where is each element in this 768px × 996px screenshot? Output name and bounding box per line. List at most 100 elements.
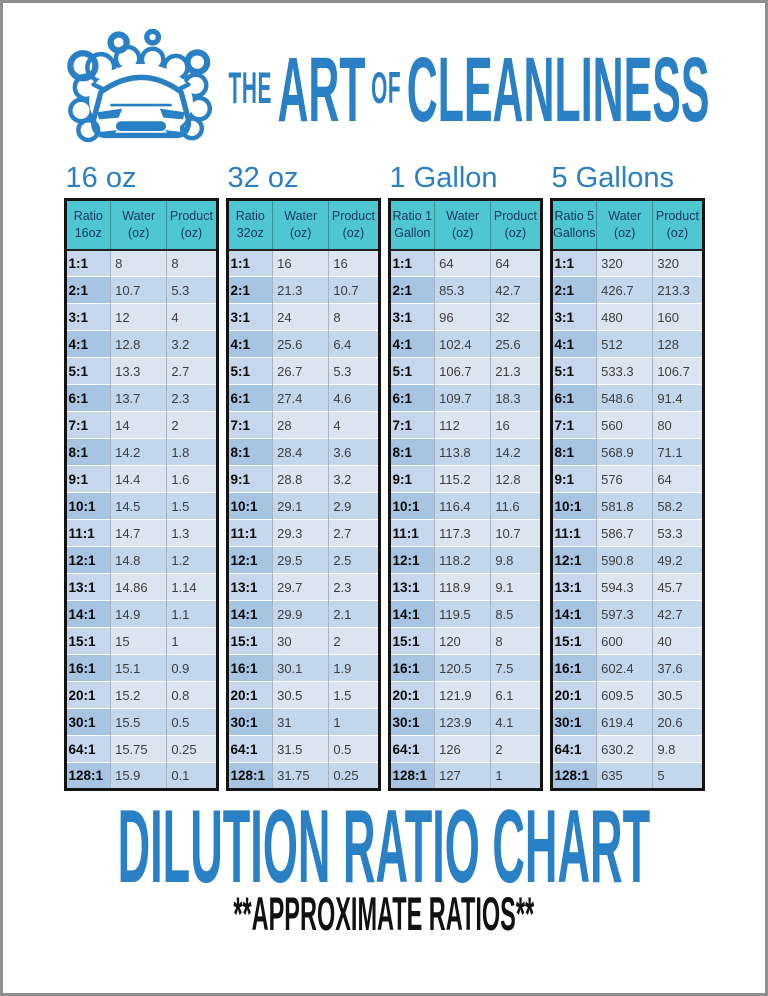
product-cell: 4 bbox=[328, 411, 379, 439]
table-row: 15:1 30 2 bbox=[227, 627, 379, 655]
product-cell: 71.1 bbox=[652, 438, 703, 466]
ratio-cell: 128:1 bbox=[551, 762, 597, 790]
product-cell: 1.5 bbox=[328, 681, 379, 709]
ratio-cell: 11:1 bbox=[551, 519, 597, 547]
brand-word-the: THE bbox=[228, 63, 272, 114]
product-cell: 4.1 bbox=[490, 708, 541, 736]
ratio-cell: 4:1 bbox=[551, 330, 597, 358]
table-row: 15:1 600 40 bbox=[551, 627, 703, 655]
table-row: 12:1 590.8 49.2 bbox=[551, 546, 703, 574]
ratio-cell: 6:1 bbox=[227, 384, 273, 412]
ratio-cell: 1:1 bbox=[65, 249, 111, 277]
water-cell: 31.75 bbox=[272, 762, 329, 790]
table-row: 30:1 619.4 20.6 bbox=[551, 708, 703, 736]
water-cell: 120.5 bbox=[434, 654, 491, 682]
column-header: Ratio 5 Gallons bbox=[551, 199, 597, 251]
product-cell: 2.7 bbox=[166, 357, 217, 385]
product-cell: 0.5 bbox=[166, 708, 217, 736]
product-cell: 21.3 bbox=[490, 357, 541, 385]
table-row: 4:1 25.6 6.4 bbox=[227, 330, 379, 358]
water-cell: 426.7 bbox=[596, 276, 653, 304]
table-row: 64:1 630.2 9.8 bbox=[551, 735, 703, 763]
table-row: 6:1 109.7 18.3 bbox=[389, 384, 541, 412]
ratio-cell: 30:1 bbox=[227, 708, 273, 736]
ratio-cell: 64:1 bbox=[551, 735, 597, 763]
page-subtitle: **APPROXIMATE RATIOS** bbox=[3, 889, 765, 937]
table-row: 4:1 512 128 bbox=[551, 330, 703, 358]
brand-word-of: OF bbox=[371, 63, 402, 114]
product-cell: 2.9 bbox=[328, 492, 379, 520]
ratio-cell: 6:1 bbox=[389, 384, 435, 412]
ratio-cell: 14:1 bbox=[551, 600, 597, 628]
table-row: 128:1 15.9 0.1 bbox=[65, 762, 217, 790]
table-row: 5:1 106.7 21.3 bbox=[389, 357, 541, 385]
column-header: Water (oz) bbox=[434, 199, 491, 251]
ratio-cell: 5:1 bbox=[389, 357, 435, 385]
ratio-cell: 16:1 bbox=[227, 654, 273, 682]
water-cell: 619.4 bbox=[596, 708, 653, 736]
ratio-cell: 8:1 bbox=[551, 438, 597, 466]
table-row: 6:1 13.7 2.3 bbox=[65, 384, 217, 412]
table-row: 14:1 119.5 8.5 bbox=[389, 600, 541, 628]
table-row: 3:1 480 160 bbox=[551, 303, 703, 331]
ratio-cell: 15:1 bbox=[227, 627, 273, 655]
water-cell: 120 bbox=[434, 627, 491, 655]
product-cell: 2 bbox=[166, 411, 217, 439]
water-cell: 126 bbox=[434, 735, 491, 763]
brand-wordmark: THE ART OF CLEANLINESS bbox=[223, 35, 710, 142]
ratio-cell: 12:1 bbox=[65, 546, 111, 574]
table-row: 7:1 112 16 bbox=[389, 411, 541, 439]
product-cell: 4 bbox=[166, 303, 217, 331]
product-cell: 0.9 bbox=[166, 654, 217, 682]
product-cell: 3.2 bbox=[166, 330, 217, 358]
product-cell: 37.6 bbox=[652, 654, 703, 682]
product-cell: 11.6 bbox=[490, 492, 541, 520]
column-header: Ratio 16oz bbox=[65, 199, 111, 251]
product-cell: 1.5 bbox=[166, 492, 217, 520]
product-cell: 1 bbox=[490, 762, 541, 790]
water-cell: 64 bbox=[434, 249, 491, 277]
water-cell: 115.2 bbox=[434, 465, 491, 493]
header-row: Ratio 1 Gallon Water (oz) Product (oz) bbox=[389, 199, 541, 251]
product-cell: 1.1 bbox=[166, 600, 217, 628]
table-row: 8:1 568.9 71.1 bbox=[551, 438, 703, 466]
dilution-ratio-table: Ratio 16oz Water (oz) Product (oz) 1:1 8 8 2:1… bbox=[63, 198, 219, 791]
water-cell: 28.4 bbox=[272, 438, 329, 466]
column-header: Ratio 32oz bbox=[227, 199, 273, 251]
table-row: 14:1 14.9 1.1 bbox=[65, 600, 217, 628]
ratio-cell: 1:1 bbox=[227, 249, 273, 277]
water-cell: 13.7 bbox=[110, 384, 167, 412]
ratio-cell: 30:1 bbox=[551, 708, 597, 736]
column-header: Water (oz) bbox=[272, 199, 329, 251]
water-cell: 29.3 bbox=[272, 519, 329, 547]
water-cell: 109.7 bbox=[434, 384, 491, 412]
column-header: Water (oz) bbox=[110, 199, 167, 251]
water-cell: 121.9 bbox=[434, 681, 491, 709]
water-cell: 14 bbox=[110, 411, 167, 439]
ratio-cell: 30:1 bbox=[389, 708, 435, 736]
table-row: 20:1 121.9 6.1 bbox=[389, 681, 541, 709]
water-cell: 31 bbox=[272, 708, 329, 736]
product-cell: 2 bbox=[328, 627, 379, 655]
header-row: Ratio 16oz Water (oz) Product (oz) bbox=[65, 199, 217, 251]
table-section: 32 oz Ratio 32oz Water (oz) Product (oz) 1:1… bbox=[225, 161, 381, 791]
column-header: Product (oz) bbox=[328, 199, 379, 251]
product-cell: 1.2 bbox=[166, 546, 217, 574]
ratio-cell: 9:1 bbox=[551, 465, 597, 493]
product-cell: 8 bbox=[166, 249, 217, 277]
product-cell: 1.9 bbox=[328, 654, 379, 682]
ratio-cell: 20:1 bbox=[551, 681, 597, 709]
ratio-cell: 10:1 bbox=[227, 492, 273, 520]
column-header: Product (oz) bbox=[652, 199, 703, 251]
water-cell: 85.3 bbox=[434, 276, 491, 304]
table-row: 7:1 14 2 bbox=[65, 411, 217, 439]
ratio-cell: 3:1 bbox=[65, 303, 111, 331]
product-cell: 10.7 bbox=[328, 276, 379, 304]
ratio-cell: 2:1 bbox=[227, 276, 273, 304]
water-cell: 15.75 bbox=[110, 735, 167, 763]
section-label: 16 oz bbox=[65, 162, 137, 194]
product-cell: 2.3 bbox=[328, 573, 379, 601]
ratio-cell: 12:1 bbox=[227, 546, 273, 574]
section-label: 32 oz bbox=[227, 162, 299, 194]
section-label: 5 Gallons bbox=[551, 162, 675, 194]
